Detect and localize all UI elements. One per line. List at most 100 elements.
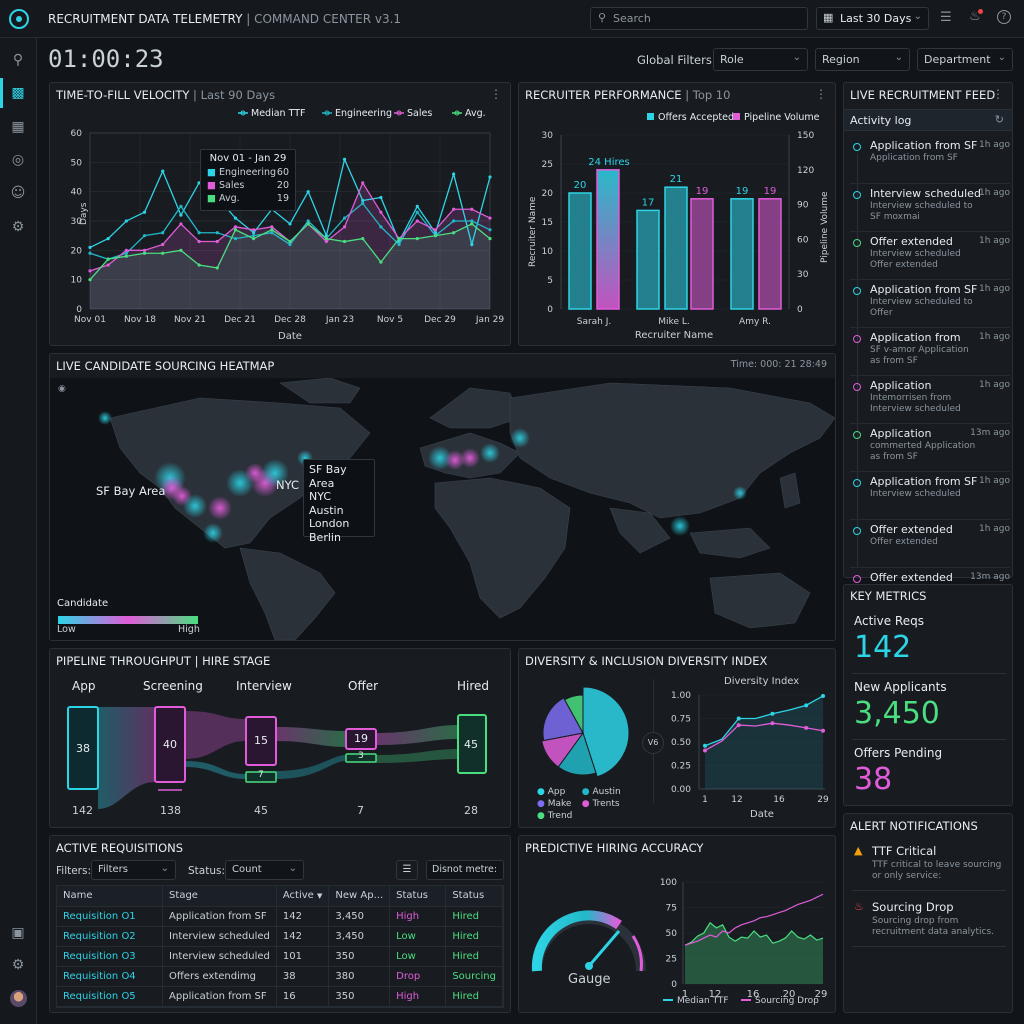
plot-frame	[89, 132, 491, 310]
feed-status-icon	[853, 383, 861, 391]
region-filter[interactable]: Region ⌄	[815, 48, 910, 71]
legend-label: Median TTF	[251, 108, 305, 119]
column-header[interactable]: Name	[57, 886, 164, 907]
req-status-priority: High	[389, 986, 447, 1007]
table-row[interactable]: Requisition O5 Application from SF 16 350 Hi…	[57, 986, 503, 1007]
table-row[interactable]: Requisition O1 Application from SF 142 3,45…	[57, 906, 503, 927]
stage-node-screening[interactable]	[154, 706, 186, 783]
bar-value-label: 21	[670, 174, 683, 185]
settings-nav-icon[interactable]: ⚙	[11, 219, 25, 235]
search-icon: ⚲	[598, 11, 607, 24]
req-name-link[interactable]: Requisition O5	[57, 986, 164, 1007]
feed-item[interactable]: Application commerted Application as from…	[850, 426, 1010, 472]
gear-icon[interactable]: ⚙	[11, 957, 25, 973]
alert-item[interactable]: ♨ Sourcing Drop Sourcing drop from recru…	[852, 899, 1006, 947]
data-point	[433, 228, 438, 232]
y-tick-label: 0.25	[671, 762, 691, 772]
x-tick-label: Jan 29	[475, 315, 504, 325]
req-name-link[interactable]: Requisition O1	[57, 906, 164, 927]
table-row[interactable]: Requisition O3 Interview scheduled 101 350 L…	[57, 946, 503, 967]
list-view-icon[interactable]: ☰	[940, 10, 952, 25]
stage-node-offer[interactable]	[345, 728, 377, 750]
table-row[interactable]: Requisition O4 Offers extendimg 38 380 Drop S…	[57, 966, 503, 987]
feed-item-detail: Offer extended	[870, 537, 938, 547]
grid-nav-icon[interactable]: ▦	[11, 119, 25, 135]
data-point	[361, 181, 365, 185]
req-active: 142	[276, 926, 330, 947]
req-status-stage: Sourcing	[445, 966, 503, 987]
column-header[interactable]: New Ap...	[328, 886, 391, 907]
feed-item[interactable]: Offer extended Interview scheduled Offer …	[850, 234, 1010, 280]
column-header[interactable]: Status	[389, 886, 447, 907]
feed-item[interactable]: Application from SF Application from SF 1h…	[850, 138, 1010, 184]
data-point	[142, 248, 147, 252]
table-row[interactable]: Requisition O2 Interview scheduled 142 3,45…	[57, 926, 503, 947]
x-axis-label: Date	[278, 331, 302, 342]
stage-node-offer-small[interactable]	[345, 753, 377, 763]
user-nav-icon[interactable]: ☺	[10, 185, 26, 201]
req-name-link[interactable]: Requisition O2	[57, 926, 164, 947]
app-logo-icon[interactable]	[9, 9, 29, 29]
y-tick-label: 0.50	[671, 738, 691, 748]
heat-legend-title: Candidate	[57, 598, 109, 609]
req-name-link[interactable]: Requisition O3	[57, 946, 164, 967]
chevron-down-icon: ⌄	[288, 863, 297, 874]
column-header[interactable]: Status	[445, 886, 503, 907]
bell-icon[interactable]: ♨	[969, 9, 983, 24]
feed-item[interactable]: Application Intemorrisen from Interview s…	[850, 378, 1010, 424]
column-header[interactable]: Stage	[162, 886, 277, 907]
y-tick-label: 0	[76, 305, 82, 315]
chat-nav-icon[interactable]: ▣	[11, 925, 25, 941]
feed-item[interactable]: Interview scheduled Interview scheduled t…	[850, 186, 1010, 232]
feed-item[interactable]: Application from SF Interview scheduled 1h…	[850, 474, 1010, 520]
feed-item[interactable]: Offer extended Offer extended 1h ago	[850, 522, 1010, 568]
feed-item[interactable]: Application from SF Interview scheduled t…	[850, 282, 1010, 328]
data-point	[470, 219, 474, 223]
search-nav-icon[interactable]: ⚲	[12, 52, 24, 68]
help-icon[interactable]: ?	[997, 10, 1011, 24]
req-name-link[interactable]: Requisition O4	[57, 966, 164, 987]
data-point	[197, 181, 201, 185]
refresh-icon[interactable]: ↻	[994, 113, 1004, 126]
alert-item[interactable]: ▲ TTF Critical TTF critical to leave sou…	[852, 843, 1006, 891]
stage-node-hired[interactable]	[457, 714, 487, 774]
calendar-icon: ▦	[823, 11, 834, 24]
search-input[interactable]: ⚲ Search	[590, 7, 808, 30]
stage-total: 142	[72, 804, 93, 817]
column-header-active[interactable]: Active ▼	[276, 886, 330, 907]
activity-log-tab[interactable]: Activity log ↻	[844, 109, 1012, 131]
data-point	[179, 213, 183, 217]
diversity-line-chart: 0.00 0.25 0.50 0.75 1.00 1 12 16 29 Date	[671, 691, 829, 820]
gauge-end-mark	[631, 935, 643, 972]
role-filter[interactable]: Role ⌄	[713, 48, 808, 71]
req-new-applicants: 350	[328, 986, 391, 1007]
status-select[interactable]: Count ⌄	[225, 860, 304, 880]
more-icon[interactable]: ⋮	[815, 87, 827, 101]
more-icon[interactable]: ⋮	[490, 87, 502, 101]
y-tick-label: 100	[660, 878, 677, 888]
data-point	[415, 219, 419, 223]
feed-item[interactable]: Application from SF v-amor Application as…	[850, 330, 1010, 376]
data-point	[736, 716, 741, 721]
app-title: RECRUITMENT DATA TELEMETRY | COMMAND CEN…	[48, 12, 402, 26]
stage-node-app[interactable]	[67, 706, 99, 790]
bar	[596, 169, 620, 310]
display-metric-select[interactable]: Disnot metre:	[426, 860, 504, 880]
chart-nav-icon[interactable]: ▩	[11, 85, 25, 101]
more-icon[interactable]: ⋮	[992, 87, 1004, 101]
department-filter[interactable]: Department ⌄	[917, 48, 1013, 71]
feed-item-time: 1h ago	[978, 140, 1010, 150]
list-toggle-icon[interactable]: ☰	[396, 860, 418, 880]
stage-node-interview[interactable]	[245, 716, 277, 766]
sf-map-label: SF Bay Area	[96, 484, 166, 498]
compass-nav-icon[interactable]: ◎	[11, 152, 25, 168]
data-point	[397, 242, 401, 247]
data-point	[270, 231, 274, 235]
reqs-title: ACTIVE REQUISITIONS	[56, 841, 184, 855]
filters-select[interactable]: Filters ⌄	[91, 860, 176, 880]
stage-node-interview-small[interactable]	[245, 771, 277, 783]
date-range-select[interactable]: ▦ Last 30 Days ⌄	[816, 7, 929, 30]
activity-log-label: Activity log	[850, 114, 912, 127]
avatar[interactable]	[10, 990, 27, 1007]
world-map[interactable]	[50, 378, 835, 640]
